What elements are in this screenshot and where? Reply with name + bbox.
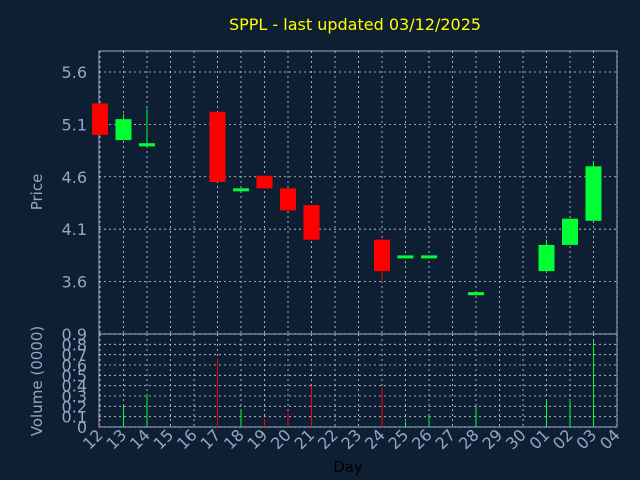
candle-body xyxy=(209,111,226,183)
volume-plot-area xyxy=(98,333,618,428)
candle-body xyxy=(92,103,108,135)
price-y-tick-label: 5.6 xyxy=(62,63,87,82)
volume-grid xyxy=(99,333,618,428)
price-y-tick-label: 4.6 xyxy=(62,168,87,187)
volume-y-tick-labels: 00.10.20.30.40.50.60.70.80.9 xyxy=(62,325,87,437)
volume-y-tick-label: 0.2 xyxy=(62,397,87,416)
volume-y-tick-label: 0.9 xyxy=(62,325,87,344)
volume-y-tick-label: 0 xyxy=(77,418,87,437)
volume-panel: 00.10.20.30.40.50.60.70.80.9 Volume (000… xyxy=(28,325,618,437)
candle-body xyxy=(256,175,273,189)
candle xyxy=(303,205,320,240)
candle xyxy=(209,111,226,183)
x-tick-label: 04 xyxy=(596,425,624,453)
candle-body xyxy=(233,188,249,192)
price-y-tick-labels: 3.6 4.1 4.6 5.1 5.6 xyxy=(62,63,87,292)
candle xyxy=(233,188,249,192)
candle-body xyxy=(303,205,320,240)
price-candles xyxy=(92,103,602,296)
candle xyxy=(115,113,132,141)
x-axis-label: Day xyxy=(333,458,363,476)
candle xyxy=(562,218,578,245)
chart-title: SPPL - last updated 03/12/2025 xyxy=(229,15,481,34)
candle-body xyxy=(538,244,555,272)
candle-body xyxy=(139,143,155,147)
candle xyxy=(538,239,555,272)
candle xyxy=(256,175,273,189)
price-y-tick-label: 5.1 xyxy=(62,115,87,134)
price-grid xyxy=(99,51,618,334)
volume-bars xyxy=(99,341,594,427)
candle xyxy=(139,108,155,147)
price-panel: 3.6 4.1 4.6 5.1 5.6 Price xyxy=(28,50,618,335)
price-y-tick-label: 3.6 xyxy=(62,273,87,292)
volume-y-tick-label: 0.8 xyxy=(62,335,87,354)
candle-body xyxy=(280,188,296,211)
price-plot-area xyxy=(98,50,618,335)
candle-body xyxy=(397,255,414,259)
candle-body xyxy=(421,255,437,259)
volume-y-tick-label: 0.3 xyxy=(62,387,87,406)
x-tick-labels: 1213141516171819202122232425262728293001… xyxy=(79,425,624,453)
candle xyxy=(468,292,484,296)
volume-y-tick-label: 0.4 xyxy=(62,377,87,396)
candle xyxy=(92,103,108,135)
candle xyxy=(374,239,390,282)
candle xyxy=(280,188,296,211)
price-y-tick-label: 4.1 xyxy=(62,220,87,239)
candle xyxy=(397,255,414,259)
volume-y-tick-label: 0.6 xyxy=(62,356,87,375)
volume-y-tick-label: 0.7 xyxy=(62,346,87,365)
volume-y-tick-label: 0.1 xyxy=(62,408,87,427)
candle-body xyxy=(468,292,484,296)
candle xyxy=(421,255,437,259)
candle-body xyxy=(115,119,132,141)
candle-body xyxy=(374,239,390,272)
candle-body xyxy=(562,218,578,245)
candle-body xyxy=(585,166,602,221)
volume-y-axis-label: Volume (0000) xyxy=(28,326,46,436)
candle xyxy=(585,161,602,221)
volume-y-tick-label: 0.5 xyxy=(62,366,87,385)
price-y-axis-label: Price xyxy=(28,174,46,211)
